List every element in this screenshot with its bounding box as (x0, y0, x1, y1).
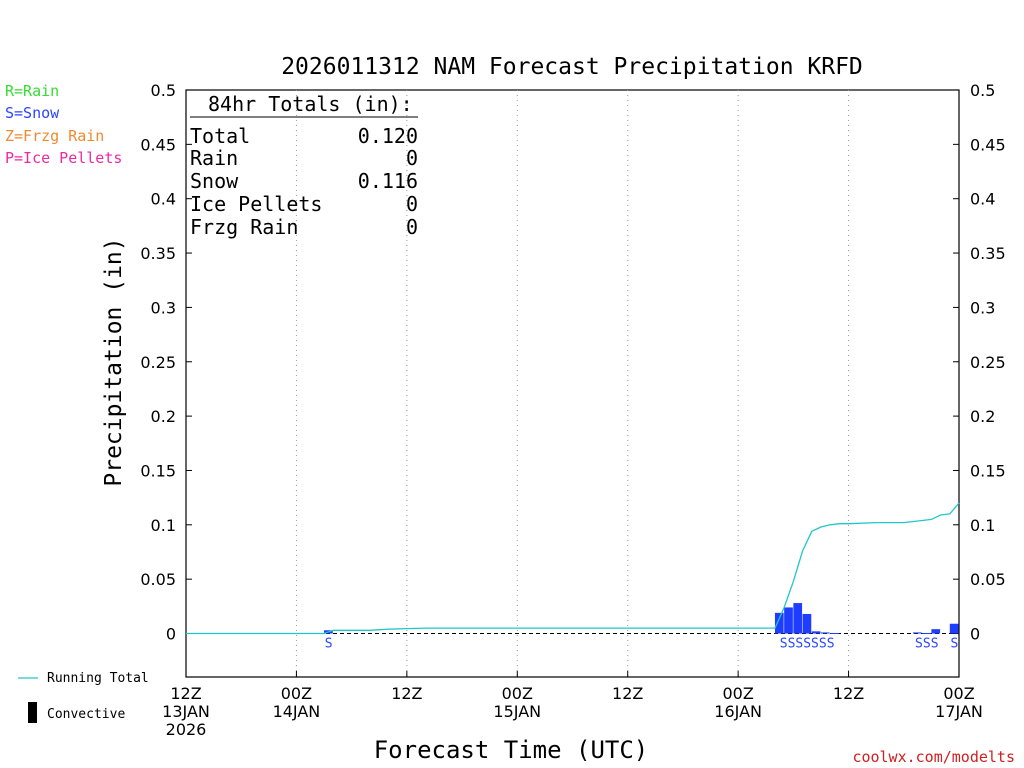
precip-bar (802, 613, 812, 634)
y-tick-label-right: 0.3 (970, 298, 995, 317)
ptype-label: S (325, 637, 333, 652)
x-tick-label: 17JAN (935, 702, 983, 721)
precip-bar (793, 603, 803, 634)
y-tick-label-left: 0 (166, 625, 176, 644)
totals-snow-label: Snow (190, 169, 239, 193)
x-tick-label: 13JAN (162, 702, 210, 721)
precip-bar (820, 632, 830, 634)
ptype-label: SSSSSSS (780, 637, 835, 652)
precip-bar (774, 612, 784, 634)
totals-rain-value: 0 (406, 146, 418, 170)
y-tick-label-left: 0.45 (140, 135, 176, 154)
x-tick-label: 14JAN (273, 702, 321, 721)
y-tick-label-left: 0.05 (140, 570, 176, 589)
precip-bar (931, 629, 941, 634)
legend-rain: R=Rain (5, 82, 59, 100)
chart-title: 2026011312 NAM Forecast Precipitation KR… (281, 54, 863, 80)
precip-bars (324, 603, 959, 634)
y-tick-label-right: 0.25 (970, 353, 1006, 372)
x-tick-label: 12Z (170, 684, 201, 703)
y-tick-label-right: 0.35 (970, 244, 1006, 263)
totals-ice-pellets-value: 0 (406, 192, 418, 216)
y-tick-label-right: 0.15 (970, 461, 1006, 480)
precip-bar (830, 632, 839, 634)
x-tick-label: 00Z (722, 684, 753, 703)
legend-snow: S=Snow (5, 104, 60, 122)
y-tick-label-right: 0.1 (970, 516, 995, 535)
x-tick-label: 00Z (943, 684, 974, 703)
running-total-legend-label: Running Total (47, 671, 149, 686)
totals-total-value: 0.120 (358, 124, 418, 148)
convective-legend-label: Convective (47, 707, 125, 722)
y-tick-label-left: 0.2 (151, 407, 176, 426)
ptype-label: SSS (915, 637, 938, 652)
credit-text: coolwx.com/modelts (852, 748, 1015, 766)
running-total-line (186, 502, 960, 635)
y-tick-label-left: 0.25 (140, 353, 176, 372)
y-tick-label-left: 0.35 (140, 244, 176, 263)
y-tick-label-right: 0.05 (970, 570, 1006, 589)
x-tick-label: 16JAN (714, 702, 762, 721)
y-tick-label-right: 0.4 (970, 190, 995, 209)
totals-frzg-rain-label: Frzg Rain (190, 215, 298, 239)
precip-bar (922, 632, 931, 634)
y-tick-label-right: 0.2 (970, 407, 995, 426)
totals-rain-label: Rain (190, 146, 238, 170)
x-axis-label: Forecast Time (UTC) (374, 736, 649, 764)
precip-bar (784, 607, 793, 634)
totals-snow-value: 0.116 (358, 169, 418, 193)
y-tick-label-left: 0.5 (151, 81, 176, 100)
series-legend: Running Total Convective (18, 671, 149, 723)
y-tick-label-right: 0.45 (970, 135, 1006, 154)
totals-frzg-rain-value: 0 (406, 215, 418, 239)
precip-bar (949, 623, 959, 634)
totals-ice-pellets-label: Ice Pellets (190, 192, 322, 216)
totals-header: 84hr Totals (in): (208, 92, 413, 116)
y-tick-label-right: 0.5 (970, 81, 995, 100)
totals-total-label: Total (190, 124, 250, 148)
y-tick-label-left: 0.15 (140, 461, 176, 480)
totals-box: 84hr Totals (in): Total 0.120 Rain 0 Sno… (190, 92, 418, 239)
convective-legend-swatch (28, 702, 37, 723)
x-tick-label: 12Z (391, 684, 422, 703)
precip-bar (912, 632, 922, 634)
y-tick-label-left: 0.1 (151, 516, 176, 535)
x-tick-label: 15JAN (493, 702, 541, 721)
y-axis-label: Precipitation (in) (101, 237, 127, 486)
legend-ice-pellets: P=Ice Pellets (5, 149, 122, 167)
x-tick-label: 2026 (166, 720, 207, 739)
x-tick-label: 00Z (502, 684, 533, 703)
ptype-legend: R=Rain S=Snow Z=Frzg Rain P=Ice Pellets (5, 82, 122, 167)
ptype-labels: S SSSSSSS SSS S (325, 637, 959, 652)
y-tick-label-left: 0.4 (151, 190, 176, 209)
legend-frzg-rain: Z=Frzg Rain (5, 127, 104, 145)
y-axis: 0 00.05 0.050.1 0.10.15 0.150.2 0.20.25 0.250.… (140, 81, 1005, 644)
x-tick-label: 00Z (281, 684, 312, 703)
plot-frame (185, 89, 960, 678)
y-tick-label-left: 0.3 (151, 298, 176, 317)
x-tick-label: 12Z (833, 684, 864, 703)
y-tick-label-right: 0 (970, 625, 980, 644)
ptype-label: S (950, 637, 958, 652)
x-tick-label: 12Z (612, 684, 643, 703)
precip-bar (811, 631, 821, 634)
